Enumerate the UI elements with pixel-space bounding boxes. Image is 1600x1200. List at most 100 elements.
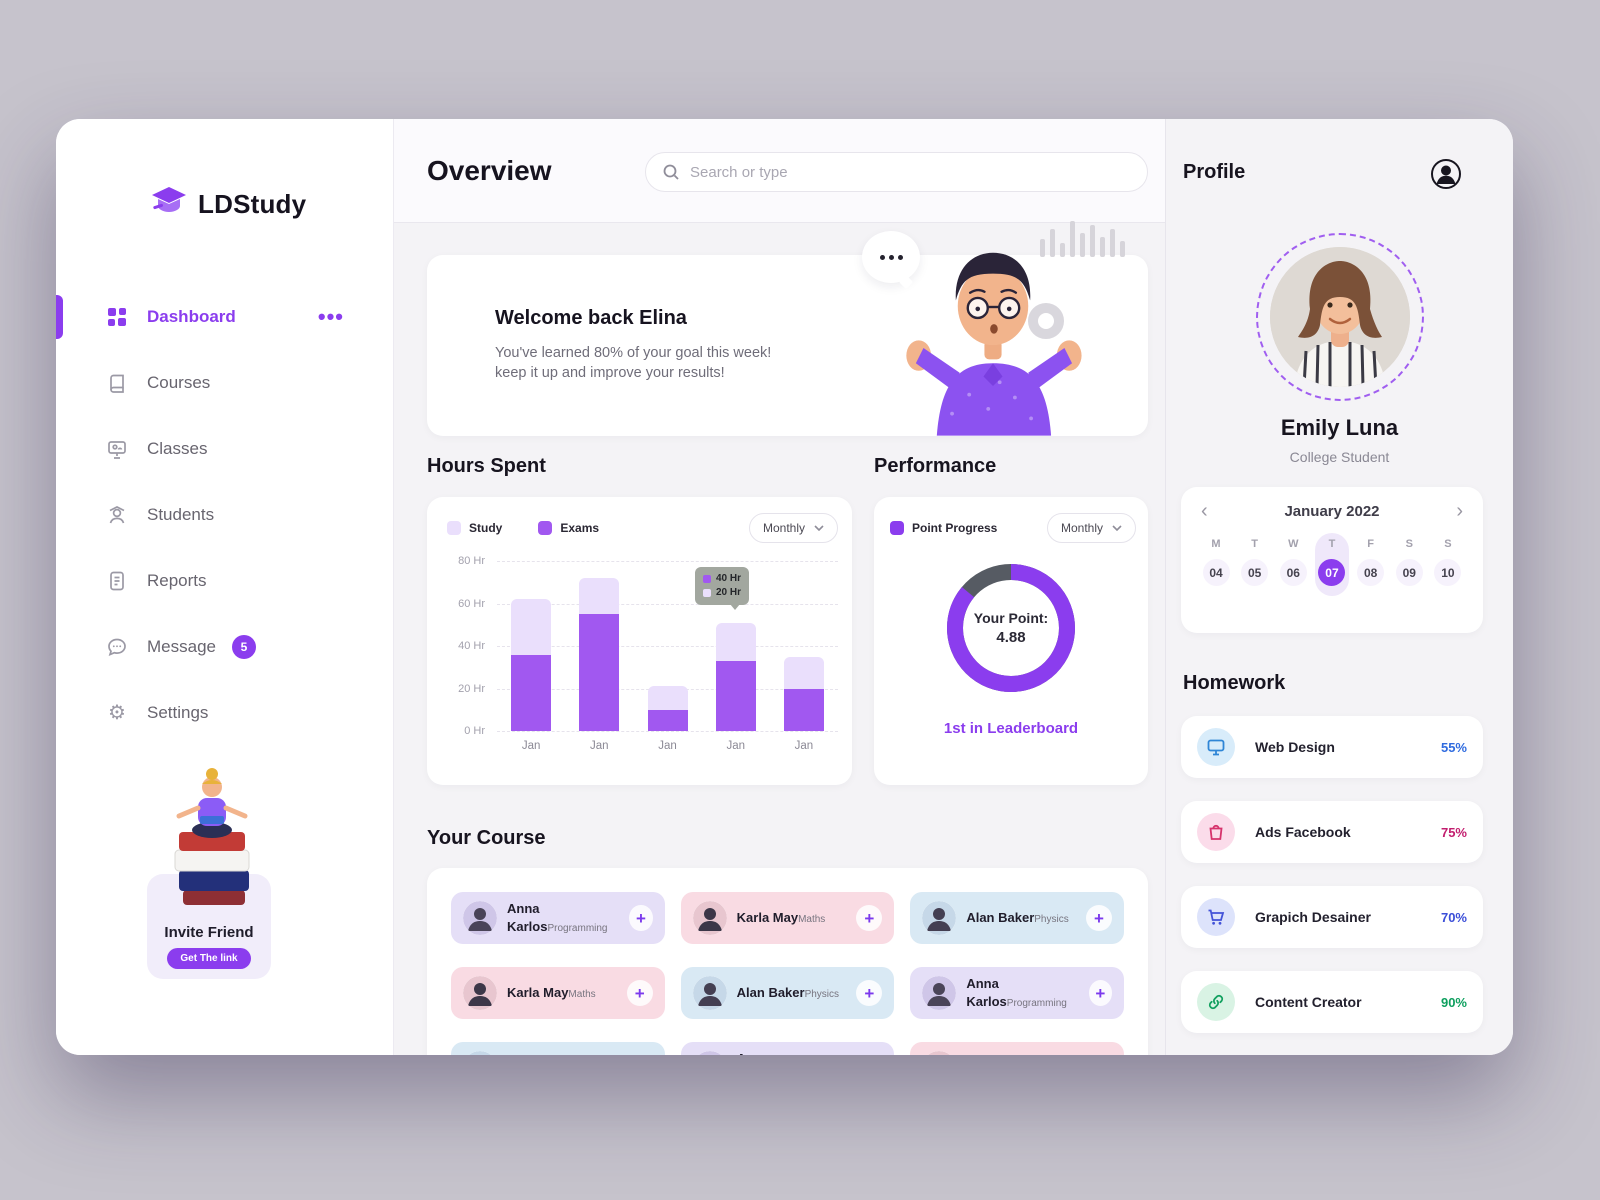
sidebar-nav: Dashboard ••• Courses Classes Students [56,284,393,746]
get-link-button[interactable]: Get The link [167,948,251,969]
homework-item-web-design[interactable]: Web Design 55% [1181,716,1483,778]
account-avatar-button[interactable] [1430,158,1462,190]
homework-percent: 70% [1440,909,1467,925]
homework-item-grapich-desainer[interactable]: Grapich Desainer 70% [1181,886,1483,948]
performance-card: Point Progress Monthly Your Point: 4.88 … [874,497,1148,785]
homework-percent: 75% [1440,824,1467,840]
add-course-button[interactable]: + [629,905,653,931]
welcome-title: Welcome back Elina [495,307,687,329]
homework-item-ads-facebook[interactable]: Ads Facebook 75% [1181,801,1483,863]
sidebar-item-message[interactable]: Message 5 [56,614,393,680]
profile-role: College Student [1289,449,1390,465]
avatar [922,1051,957,1055]
legend-study: Study [447,521,502,535]
invite-friend-title: Invite Friend [164,924,254,941]
course-item[interactable]: Anna KarlosProgramming + [680,1042,895,1055]
homework-percent: 90% [1440,994,1467,1010]
add-course-button[interactable]: + [1088,980,1112,1006]
calendar-day[interactable]: S 10 [1431,533,1465,596]
sidebar-item-settings[interactable]: ⚙ Settings [56,680,393,746]
course-student-name: Karla May [736,910,799,925]
course-student-name: Anna Karlos [737,1051,777,1055]
sidebar-item-reports[interactable]: Reports [56,548,393,614]
graduation-cap-logo-icon [150,185,188,224]
performance-period-dropdown[interactable]: Monthly [1046,513,1136,543]
dashboard-icon [105,307,129,327]
add-course-button[interactable]: + [626,980,653,1006]
bar-jan-3[interactable] [633,561,701,731]
course-item[interactable]: Karla MayMaths + [910,1042,1124,1055]
chevron-down-icon [1112,525,1122,531]
your-course-title: Your Course [427,827,546,849]
tooltip-exams-swatch-icon [703,575,711,583]
sidebar-item-label: Settings [147,703,209,722]
user-circle-icon [1431,159,1461,189]
hours-period-dropdown[interactable]: Monthly [748,513,838,543]
sidebar-item-label: Message [147,637,216,656]
course-item[interactable]: Anna KarlosProgramming + [451,892,665,944]
calendar-day[interactable]: S 09 [1392,533,1426,596]
sidebar-item-label: Dashboard [147,307,236,326]
avatar [922,901,957,935]
profile-photo-ring [1255,233,1424,401]
link-icon [1197,983,1235,1021]
course-item[interactable]: Karla MayMaths + [680,892,895,944]
homework-label: Ads Facebook [1255,824,1351,840]
sidebar-item-classes[interactable]: Classes [56,416,393,482]
search-bar[interactable] [645,152,1148,192]
more-options-icon[interactable]: ••• [317,304,344,329]
study-swatch-icon [447,521,461,535]
course-student-name: Anna Karlos [507,901,548,934]
x-axis-labels: Jan Jan Jan Jan Jan [521,740,814,752]
add-course-button[interactable]: + [1086,905,1112,931]
homework-percent: 55% [1440,739,1467,755]
sidebar-item-students[interactable]: Students [56,482,393,548]
welcome-illustration-man [906,252,1082,436]
sidebar-item-label: Courses [147,373,211,392]
course-item[interactable]: Karla MayMaths + [451,967,665,1019]
calendar-day[interactable]: W 06 [1276,533,1310,596]
profile-photo [1269,247,1410,387]
course-item[interactable]: Alan BakerPhysics + [451,1042,665,1055]
invite-friend-illustration [174,768,250,905]
page-title: Overview [427,155,552,186]
profile-title: Profile [1183,161,1246,183]
chat-bubble-icon [105,637,129,657]
course-student-name: Anna Karlos [966,976,1007,1009]
app-logo: LDStudy [150,185,306,224]
calendar-card: ‹ January 2022 › M 04 T 05 W 06 T 07 F 08 S 09… [1181,487,1483,633]
calendar-prev-icon[interactable]: ‹ [1201,500,1208,522]
homework-item-content-creator[interactable]: Content Creator 90% [1181,971,1483,1033]
legend-exams: Exams [538,521,599,535]
homework-label: Content Creator [1255,994,1362,1010]
course-item[interactable]: Alan BakerPhysics + [680,967,895,1019]
cart-icon [1197,898,1235,936]
bar-jan-2[interactable] [565,561,633,731]
bar-jan-4[interactable] [702,561,770,731]
avatar [922,976,957,1010]
bar-jan-1[interactable] [497,561,565,731]
calendar-day[interactable]: M 04 [1199,533,1233,596]
add-course-button[interactable]: + [856,905,883,931]
add-course-button[interactable]: + [856,980,883,1006]
calendar-day[interactable]: F 08 [1354,533,1388,596]
leaderboard-status: 1st in Leaderboard [943,720,1079,737]
sidebar-item-label: Students [147,505,215,524]
course-item[interactable]: Anna KarlosProgramming + [910,967,1124,1019]
student-icon [105,505,129,525]
sidebar-item-dashboard[interactable]: Dashboard ••• [56,284,393,350]
bar-jan-5[interactable] [770,561,838,731]
calendar-day[interactable]: T 05 [1238,533,1272,596]
hours-spent-title: Hours Spent [427,455,546,477]
course-subject: Programming [547,923,608,934]
legend-point-progress: Point Progress [890,521,997,535]
calendar-day-selected[interactable]: T 07 [1314,533,1349,596]
course-item[interactable]: Alan BakerPhysics + [910,892,1124,944]
avatar [463,1051,497,1055]
course-student-name: Karla May [507,985,569,1000]
sidebar-item-courses[interactable]: Courses [56,350,393,416]
search-input[interactable] [690,163,1131,181]
course-student-name: Alan Baker [736,985,805,1000]
report-document-icon [105,571,129,591]
calendar-next-icon[interactable]: › [1456,500,1463,522]
